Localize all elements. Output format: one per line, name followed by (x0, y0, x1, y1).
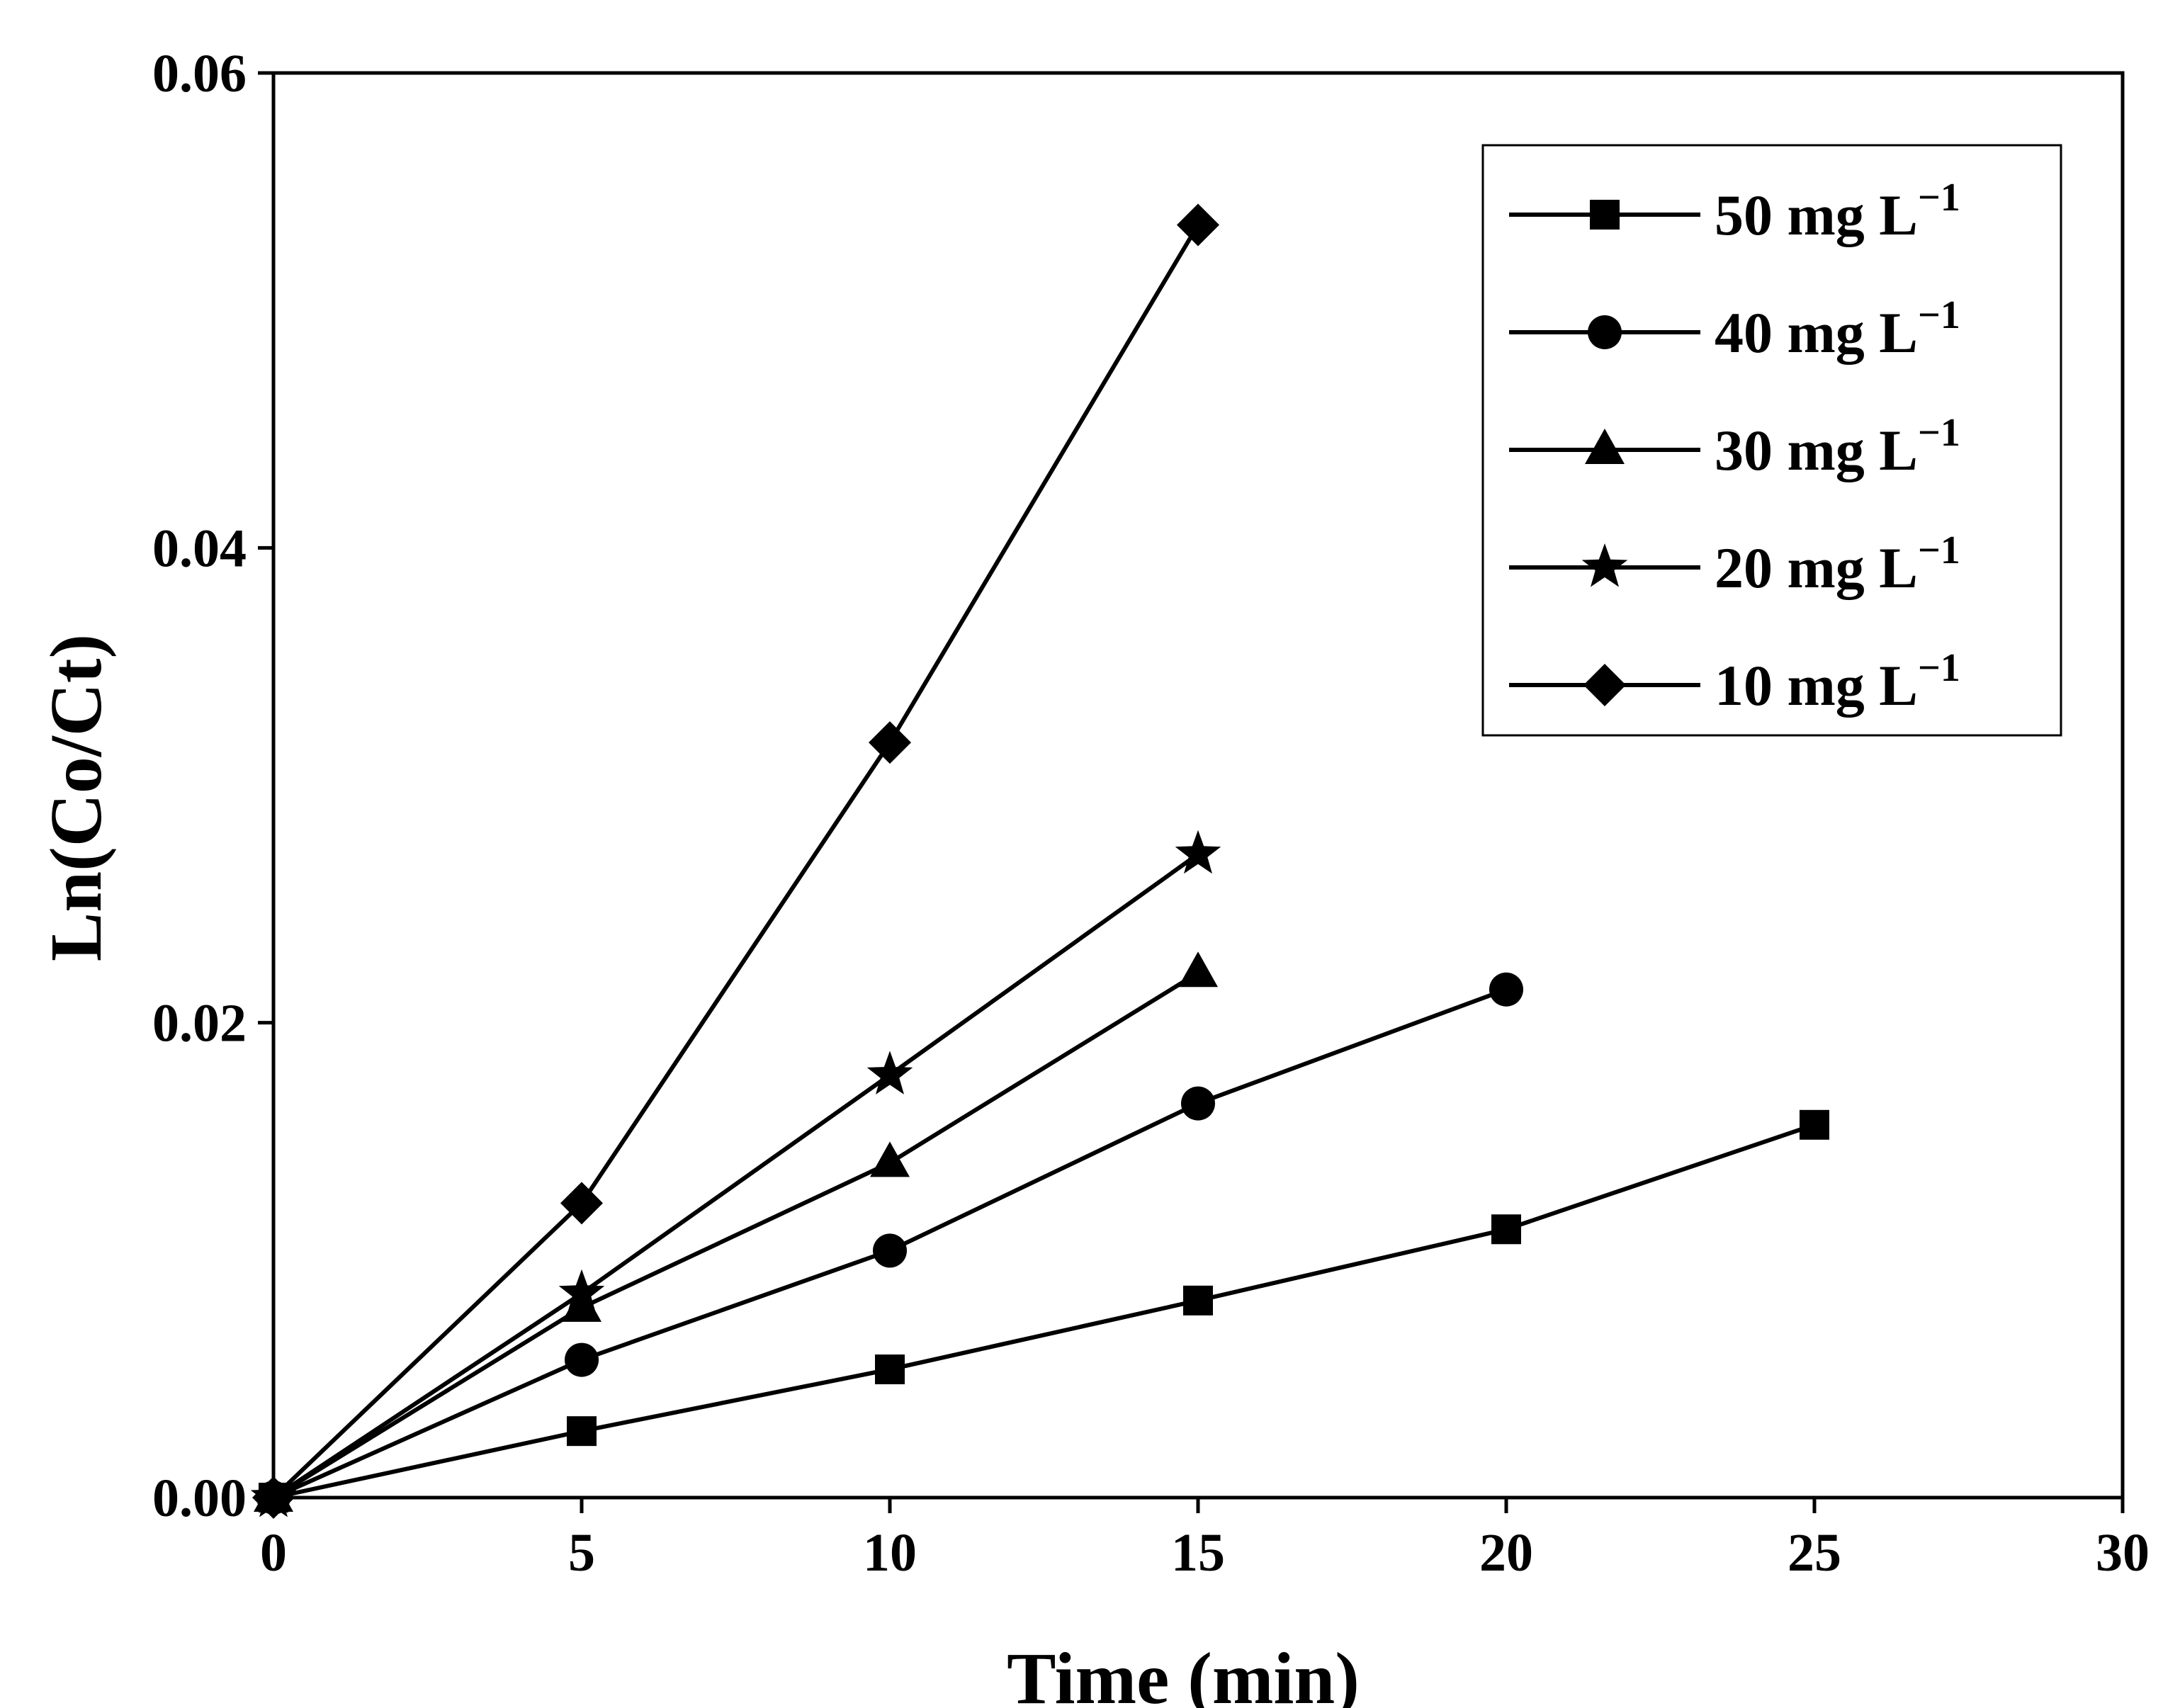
x-tick-label: 0 (260, 1523, 287, 1583)
legend-unit-superscript: −1 (1918, 293, 1960, 337)
x-axis-title: Time (min) (1007, 1638, 1360, 1708)
y-axis-title: Ln(Co/Ct) (35, 634, 117, 961)
data-point-square (875, 1354, 905, 1385)
legend-unit-superscript: −1 (1918, 176, 1960, 220)
data-point-diamond (560, 1182, 603, 1225)
data-point-square (1491, 1214, 1521, 1245)
x-tick-label: 15 (1171, 1523, 1225, 1583)
series-circle (256, 972, 1523, 1515)
y-tick-label: 0.00 (152, 1469, 247, 1528)
legend-entry: 50 mg L−1 (1509, 176, 1960, 247)
data-point-star (866, 1051, 913, 1095)
y-tick-label: 0.04 (152, 519, 247, 578)
legend-entry: 30 mg L−1 (1509, 411, 1960, 482)
legend-marker-triangle (1585, 429, 1625, 464)
data-point-circle (1181, 1086, 1215, 1121)
data-point-star (1175, 830, 1221, 874)
data-point-triangle (1178, 951, 1218, 988)
data-point-square (1183, 1285, 1213, 1316)
axes: 0 5 10 15 20 25 30 0.00 0.02 0.04 0.06 (152, 44, 2150, 1583)
legend-label: 30 mg L−1 (1715, 411, 1960, 482)
data-point-circle (565, 1342, 599, 1377)
legend: 50 mg L−140 mg L−130 mg L−120 mg L−110 m… (1481, 144, 2062, 737)
legend-unit-superscript: −1 (1918, 411, 1960, 455)
series-line (271, 223, 1200, 1500)
legend-box (1481, 144, 2062, 737)
legend-marker-square (1590, 200, 1620, 230)
series-line (272, 852, 1199, 1500)
series-line (273, 1122, 1815, 1500)
data-point-star (558, 1269, 605, 1313)
data-point-square (567, 1416, 597, 1447)
legend-unit-superscript: −1 (1918, 528, 1960, 572)
x-tick-label: 5 (568, 1523, 595, 1583)
series-triangle (254, 951, 1218, 1512)
y-tick-label: 0.02 (152, 994, 247, 1053)
series-star (250, 830, 1221, 1517)
data-point-circle (873, 1233, 907, 1268)
data-point-circle (1489, 972, 1523, 1007)
legend-marker-circle (1588, 315, 1622, 349)
legend-unit-superscript: −1 (1918, 646, 1960, 690)
legend-marker-star (1581, 543, 1628, 587)
x-tick-label: 20 (1479, 1523, 1533, 1583)
legend-marker-diamond (1583, 664, 1626, 706)
data-point-square (1800, 1109, 1829, 1140)
y-tick-label: 0.06 (152, 44, 247, 103)
data-point-diamond (252, 1476, 295, 1519)
series-square (259, 1109, 1829, 1512)
legend-label: 50 mg L−1 (1715, 176, 1960, 247)
data-point-triangle (870, 1141, 910, 1177)
x-tick-label: 25 (1788, 1523, 1841, 1583)
data-point-triangle (562, 1286, 602, 1322)
x-tick-label: 30 (2096, 1523, 2150, 1583)
series-line (272, 971, 1199, 1500)
series-diamond (252, 203, 1219, 1519)
data-point-diamond (1177, 203, 1219, 247)
data-point-diamond (869, 721, 911, 764)
x-tick-label: 10 (863, 1523, 917, 1583)
series-layer (250, 203, 1829, 1519)
